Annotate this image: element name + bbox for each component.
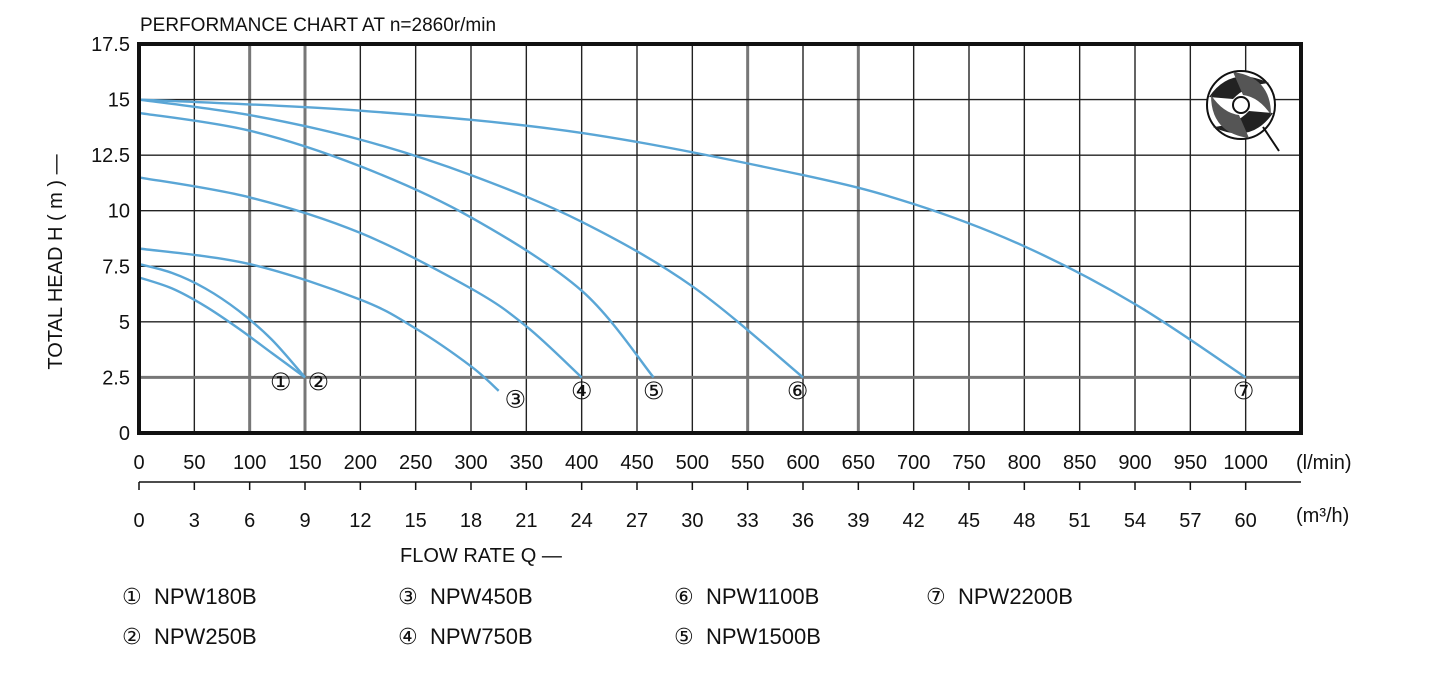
x2-tick-label: 27 [626, 510, 648, 532]
x-tick-label: 800 [1008, 452, 1041, 474]
x-axis-unit-lmin: (l/min) [1296, 452, 1352, 474]
x2-tick-label: 18 [460, 510, 482, 532]
x2-tick-label: 39 [847, 510, 869, 532]
legend-item: ⑤ NPW1500B [674, 624, 821, 649]
x-tick-label: 50 [183, 452, 205, 474]
x2-tick-label: 45 [958, 510, 980, 532]
x-tick-label: 850 [1063, 452, 1096, 474]
x-tick-label: 650 [842, 452, 875, 474]
y-tick-label: 7.5 [102, 256, 130, 278]
legend-name: NPW2200B [958, 584, 1073, 609]
x2-tick-label: 51 [1069, 510, 1091, 532]
x2-tick-label: 30 [681, 510, 703, 532]
x-axis-label: FLOW RATE Q — [400, 545, 562, 567]
x-tick-label: 0 [133, 452, 144, 474]
curve-marker-label: ① [270, 369, 292, 396]
legend-name: NPW250B [154, 624, 257, 649]
x2-tick-label: 24 [571, 510, 593, 532]
legend-name: NPW750B [430, 624, 533, 649]
curve-5 [138, 111, 655, 379]
plot-border [137, 42, 1303, 435]
curve-4 [138, 176, 583, 379]
x-tick-label: 900 [1118, 452, 1151, 474]
x-axis-unit-m3h: (m³/h) [1296, 505, 1349, 527]
y-tick-label: 17.5 [91, 34, 130, 56]
legend-name: NPW1100B [706, 584, 819, 609]
x2-tick-label: 6 [244, 510, 255, 532]
legend-name: NPW450B [430, 584, 533, 609]
x-tick-label: 750 [952, 452, 985, 474]
x-tick-label: 700 [897, 452, 930, 474]
y-axis-label: TOTAL HEAD H ( m ) — [45, 154, 67, 369]
curve-marker-label: ② [308, 369, 330, 396]
x2-tick-labels: 0 3 6 9 12 15 18 21 24 27 30 33 36 39 42 45 48 51 54 57 60 [133, 482, 1257, 532]
curve-2 [138, 262, 306, 379]
x-tick-label: 250 [399, 452, 432, 474]
legend-name: NPW1500B [706, 624, 821, 649]
x2-tick-label: 33 [737, 510, 759, 532]
x-tick-label: 150 [288, 452, 321, 474]
x2-tick-label: 42 [903, 510, 925, 532]
x2-tick-label: 3 [189, 510, 200, 532]
legend-marker: ① [122, 584, 142, 609]
curve-marker-label: ⑤ [643, 378, 665, 405]
x-tick-label: 300 [454, 452, 487, 474]
x2-tick-label: 57 [1179, 510, 1201, 532]
x2-tick-label: 0 [133, 510, 144, 532]
y-tick-labels: 0 2.5 5 7.5 10 12.5 15 17.5 [91, 34, 130, 445]
x2-tick-label: 36 [792, 510, 814, 532]
y-tick-label: 15 [108, 90, 130, 112]
legend: ① NPW180B ② NPW250B ③ NPW450B ④ NPW750B ⑥ NPW1100… [122, 584, 1073, 649]
curve-7 [138, 98, 1247, 379]
y-tick-label: 12.5 [91, 145, 130, 167]
y-tick-label: 10 [108, 201, 130, 223]
curve-marker-label: ⑦ [1233, 378, 1255, 405]
legend-item: ② NPW250B [122, 624, 257, 649]
legend-marker: ③ [398, 584, 418, 609]
x2-tick-label: 60 [1235, 510, 1257, 532]
x2-tick-label: 21 [515, 510, 537, 532]
legend-name: NPW180B [154, 584, 257, 609]
grid [139, 44, 1301, 433]
legend-marker: ⑥ [674, 584, 694, 609]
chart-title: PERFORMANCE CHART AT n=2860r/min [140, 15, 496, 36]
curve-marker-label: ③ [505, 387, 527, 414]
curve-marker-label: ④ [571, 378, 593, 405]
y-tick-label: 0 [119, 423, 130, 445]
legend-item: ① NPW180B [122, 584, 257, 609]
y-tick-label: 2.5 [102, 367, 130, 389]
legend-item: ⑥ NPW1100B [674, 584, 819, 609]
x-tick-label: 100 [233, 452, 266, 474]
legend-item: ⑦ NPW2200B [926, 584, 1073, 609]
y-tick-label: 5 [119, 312, 130, 334]
x-tick-label: 500 [676, 452, 709, 474]
x-tick-label: 600 [786, 452, 819, 474]
x-tick-label: 350 [510, 452, 543, 474]
x-tick-label: 950 [1174, 452, 1207, 474]
x2-tick-label: 9 [299, 510, 310, 532]
curves: ① ② ③ ④ ⑤ ⑥ ⑦ [138, 98, 1255, 414]
x-tick-label: 1000 [1223, 452, 1268, 474]
legend-item: ③ NPW450B [398, 584, 533, 609]
legend-marker: ② [122, 624, 142, 649]
legend-marker: ⑤ [674, 624, 694, 649]
x-tick-label: 550 [731, 452, 764, 474]
x-tick-label: 200 [344, 452, 377, 474]
x-tick-label: 450 [620, 452, 653, 474]
curve-marker-label: ⑥ [787, 378, 809, 405]
curve-6 [138, 98, 804, 379]
curve-3 [138, 247, 500, 392]
x2-tick-label: 54 [1124, 510, 1146, 532]
x2-tick-label: 12 [349, 510, 371, 532]
x2-tick-label: 15 [405, 510, 427, 532]
impeller-icon [1206, 70, 1280, 152]
legend-marker: ④ [398, 624, 418, 649]
x-tick-label: 400 [565, 452, 598, 474]
curve-1 [138, 276, 306, 379]
legend-item: ④ NPW750B [398, 624, 533, 649]
x-tick-labels: 0 50 100 150 200 250 300 350 400 450 500 550 600 650 7… [133, 452, 1267, 474]
x2-tick-label: 48 [1013, 510, 1035, 532]
legend-marker: ⑦ [926, 584, 946, 609]
